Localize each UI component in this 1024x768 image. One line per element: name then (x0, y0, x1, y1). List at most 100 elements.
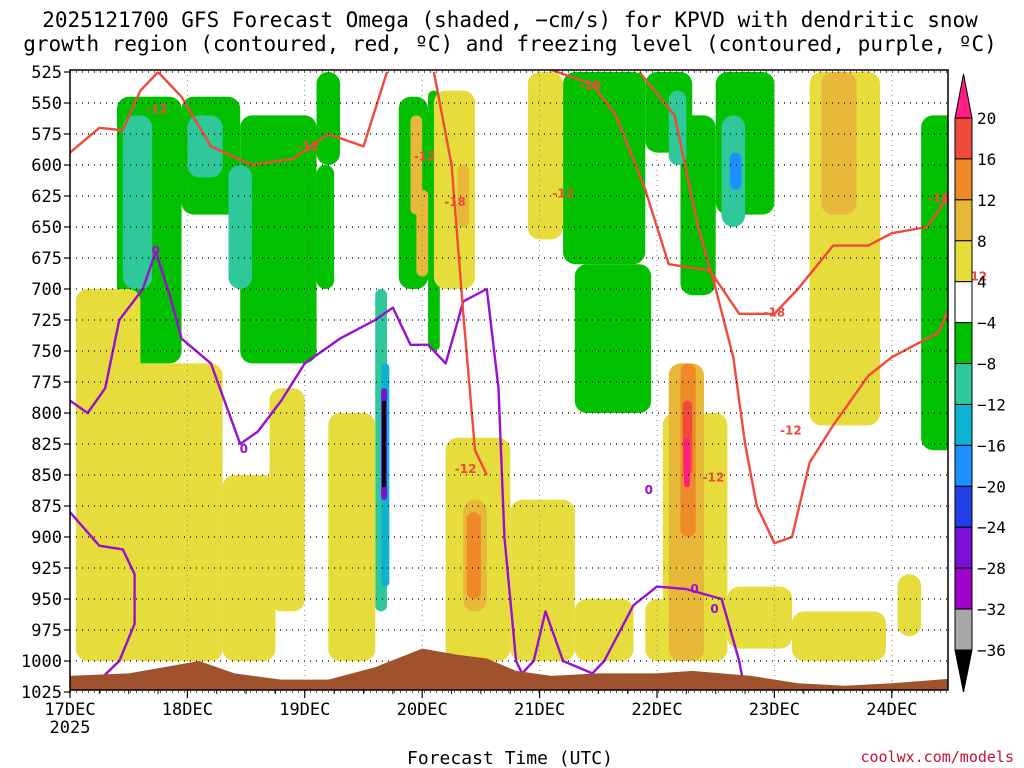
colorbar-swatch (954, 199, 973, 242)
colorbar-label: −36 (977, 641, 1006, 660)
colorbar: 20 16 12 8 4 −4 −8 −12 −16 −20 −24 −28 −32 −36 (954, 73, 1006, 693)
dgz-contour-label: -12 (552, 187, 574, 201)
colorbar-swatch (954, 363, 973, 405)
colorbar-swatch (954, 322, 973, 365)
y-tick-label: 550 (31, 94, 62, 114)
colorbar-swatch (954, 158, 973, 201)
omega-shade-area (382, 400, 386, 488)
y-tick-label: 600 (31, 156, 62, 176)
dgz-contour (157, 71, 389, 167)
omega-shade-area (466, 512, 481, 599)
omega-shade-area (416, 189, 429, 277)
omega-shade-area (727, 586, 793, 649)
y-tick-label: 650 (31, 218, 62, 238)
x-tick-label: 24DEC (866, 700, 917, 720)
colorbar-label: 4 (977, 273, 987, 292)
contour-labels: -12-12-12-18-12-18-12-12-18-12-18-120000… (146, 79, 987, 616)
x-axis: 17DEC 18DEC 19DEC 20DEC 21DEC 22DEC 23DEC 24DEC… (44, 690, 917, 738)
omega-shade-area (897, 574, 922, 637)
x-tick-label: 17DEC (44, 700, 95, 720)
y-tick-label: 675 (31, 249, 62, 269)
colorbar-swatch (954, 281, 973, 324)
freezing-contour-label: 0 (645, 483, 653, 497)
omega-shade-area (833, 189, 881, 413)
dgz-contour-label: -12 (455, 462, 477, 476)
dgz-contour-label: -18 (928, 191, 950, 205)
grid-lines (69, 70, 948, 693)
y-tick-label: 1000 (21, 652, 62, 672)
omega-shade-area (128, 363, 223, 661)
y-tick-label: 825 (31, 435, 62, 455)
y-tick-label: 975 (31, 621, 62, 641)
colorbar-label: −20 (977, 477, 1006, 496)
dgz-contour-label: -18 (764, 306, 786, 320)
colorbar-label: −24 (977, 518, 1006, 537)
omega-shade-area (187, 115, 223, 178)
colorbar-swatch (954, 444, 973, 487)
omega-shade-area (269, 388, 305, 612)
y-tick-label: 875 (31, 497, 62, 517)
y-tick-label: 850 (31, 466, 62, 486)
colorbar-label: 16 (977, 150, 996, 169)
colorbar-label: −32 (977, 600, 1006, 619)
omega-shade-area (684, 437, 690, 488)
omega-shade-area (240, 115, 317, 364)
omega-shade-area (316, 72, 341, 165)
title-line-1: 2025121700 GFS Forecast Omega (shaded, −… (42, 8, 978, 32)
contour-lines (70, 70, 948, 690)
dgz-contour-label: -12 (146, 102, 168, 116)
x-tick-label: 21DEC (514, 700, 565, 720)
x-axis-label: Forecast Time (UTC) (407, 748, 613, 768)
y-tick-label: 800 (31, 404, 62, 424)
colorbar-top-arrow (954, 73, 973, 119)
omega-shade-area (328, 413, 376, 661)
y-tick-label: 575 (31, 125, 62, 145)
dgz-contour (547, 70, 948, 315)
freezing-contour-label: 0 (690, 582, 698, 596)
dgz-contour-label: -12 (414, 149, 436, 163)
colorbar-swatch (954, 567, 973, 610)
colorbar-swatch (954, 608, 973, 651)
terrain-surface (70, 648, 948, 690)
omega-shade-area (729, 152, 742, 190)
y-axis: 525 550 575 600 625 650 675 700 725 750 775 800 825 8… (21, 63, 70, 703)
omega-shade-area (792, 611, 886, 661)
title-line-2: growth region (contoured, red, ºC) and f… (23, 32, 997, 56)
y-tick-label: 625 (31, 187, 62, 207)
credit-text: coolwx.com/models (860, 748, 1014, 766)
x-tick-label: 22DEC (631, 700, 682, 720)
dgz-contour-label: -12 (703, 470, 725, 484)
y-tick-label: 900 (31, 528, 62, 548)
dgz-contour-label: -12 (297, 139, 319, 153)
freezing-level-contour (70, 250, 746, 690)
colorbar-label: 12 (977, 191, 996, 210)
omega-shade-area (222, 475, 276, 661)
x-tick-label: 19DEC (279, 700, 330, 720)
x-tick-label: 18DEC (162, 700, 213, 720)
colorbar-swatch (954, 240, 973, 283)
plot-frame (69, 69, 949, 691)
omega-shade-area (316, 165, 335, 289)
freezing-contour-label: 0 (710, 602, 718, 616)
omega-shade-area (457, 165, 470, 227)
dgz-contour (432, 71, 488, 476)
y-tick-label: 775 (31, 373, 62, 393)
terrain-layer (70, 648, 948, 690)
colorbar-label: −8 (977, 355, 996, 374)
colorbar-label: 20 (977, 109, 996, 128)
omega-shade-area (680, 115, 716, 296)
colorbar-swatch (954, 117, 973, 160)
x-tick-label: 20DEC (397, 700, 448, 720)
dgz-contour (638, 71, 948, 545)
omega-shading (75, 72, 948, 661)
colorbar-label: −12 (977, 395, 1006, 414)
omega-shade-area (410, 115, 423, 215)
omega-shade-area (228, 165, 252, 289)
freezing-contour-label: 0 (152, 244, 160, 258)
omega-shade-area (527, 72, 564, 240)
omega-shade-area (563, 72, 646, 265)
omega-shade-area (921, 115, 948, 451)
x-year-label: 2025 (50, 718, 91, 738)
omega-shade-area (122, 115, 153, 290)
